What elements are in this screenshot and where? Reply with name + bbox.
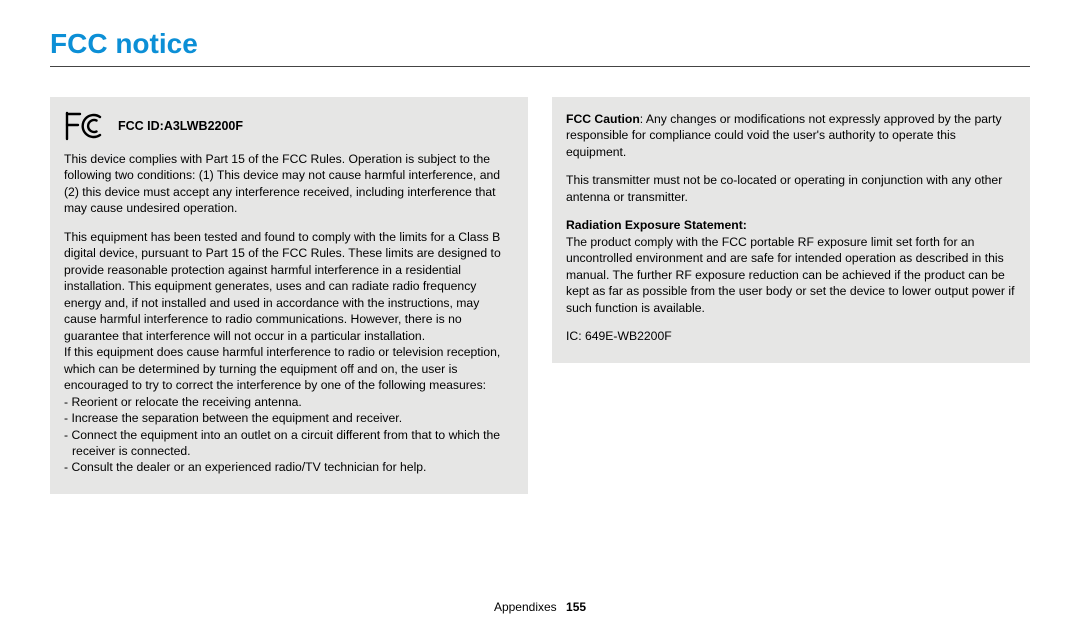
ic-number: IC: 649E-WB2200F bbox=[566, 328, 1016, 344]
classb-paragraph: This equipment has been tested and found… bbox=[64, 229, 514, 344]
fcc-id-label: FCC ID:A3LWB2200F bbox=[118, 118, 243, 135]
radiation-section: Radiation Exposure Statement: The produc… bbox=[566, 217, 1016, 316]
compliance-paragraph: This device complies with Part 15 of the… bbox=[64, 151, 514, 217]
page-footer: Appendixes 155 bbox=[0, 600, 1080, 614]
transmitter-paragraph: This transmitter must not be co-located … bbox=[566, 172, 1016, 205]
right-column: FCC Caution: Any changes or modification… bbox=[552, 97, 1030, 363]
measure-item: - Consult the dealer or an experienced r… bbox=[64, 459, 514, 475]
footer-page-number: 155 bbox=[566, 600, 586, 614]
radiation-heading: Radiation Exposure Statement: bbox=[566, 217, 1016, 233]
fcc-caution-paragraph: FCC Caution: Any changes or modification… bbox=[566, 111, 1016, 160]
radiation-body: The product comply with the FCC portable… bbox=[566, 234, 1016, 316]
fcc-caution-label: FCC Caution bbox=[566, 112, 640, 126]
content-columns: FCC ID:A3LWB2200F This device complies w… bbox=[50, 97, 1030, 494]
fcc-header: FCC ID:A3LWB2200F bbox=[64, 111, 514, 141]
fcc-logo-icon bbox=[64, 111, 108, 141]
footer-section: Appendixes bbox=[494, 600, 557, 614]
measures-intro: If this equipment does cause harmful int… bbox=[64, 344, 514, 393]
left-column: FCC ID:A3LWB2200F This device complies w… bbox=[50, 97, 528, 494]
page-title: FCC notice bbox=[50, 28, 1030, 67]
measure-item: - Reorient or relocate the receiving ant… bbox=[64, 394, 514, 410]
measure-item: - Increase the separation between the eq… bbox=[64, 410, 514, 426]
measure-item: - Connect the equipment into an outlet o… bbox=[64, 427, 514, 460]
